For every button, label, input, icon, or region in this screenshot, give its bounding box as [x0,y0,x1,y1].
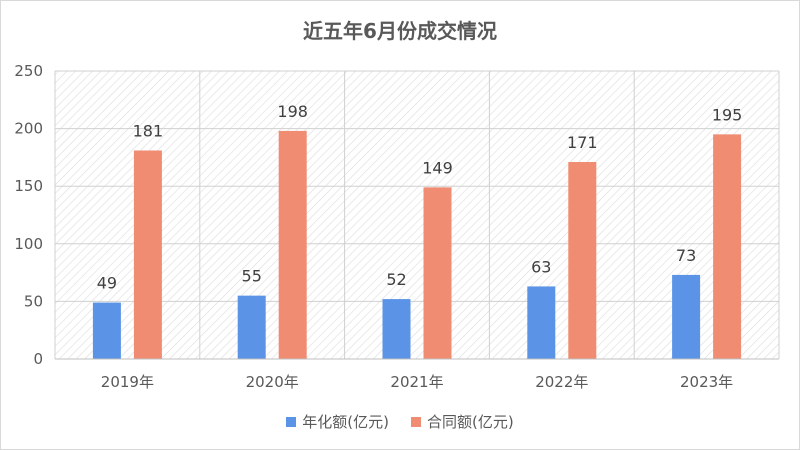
x-tick-label: 2020年 [246,373,299,391]
data-label: 171 [567,133,598,152]
y-tick-label: 250 [14,62,43,80]
legend-swatch-annualized [286,416,297,427]
x-tick-label: 2021年 [390,373,443,391]
y-tick-label: 200 [14,120,43,138]
chart-title: 近五年6月份成交情况 [303,19,497,43]
y-tick-label: 150 [14,177,43,195]
bar-contract [133,150,162,359]
bar-annualized [237,295,266,359]
legend-label-annualized: 年化额(亿元) [302,413,389,431]
data-label: 55 [242,267,262,286]
bar-contract [423,187,452,359]
data-label: 149 [422,158,453,177]
x-tick-label: 2023年 [680,373,733,391]
legend-label-contract: 合同额(亿元) [427,413,514,431]
x-tick-label: 2022年 [535,373,588,391]
bar-annualized [382,299,411,359]
x-tick-label: 2019年 [101,373,154,391]
data-label: 49 [97,274,117,293]
bar-contract [713,134,742,359]
data-label: 198 [277,102,308,121]
legend-swatch-contract [411,416,421,427]
data-label: 181 [133,121,164,140]
bar-contract [278,130,307,359]
data-label: 52 [386,270,406,289]
data-label: 195 [712,105,743,124]
y-tick-label: 0 [33,350,43,368]
y-tick-label: 100 [14,235,43,253]
plot-area [55,71,779,359]
legend-item-contract: 合同额(亿元) [411,411,514,432]
bar-annualized [672,274,701,359]
bar-annualized [92,302,121,359]
bar-annualized [527,286,556,359]
data-label: 63 [531,257,551,276]
data-label: 73 [676,246,696,265]
chart-legend: 年化额(亿元) 合同额(亿元) [1,411,799,432]
legend-item-annualized: 年化额(亿元) [286,411,389,432]
bar-contract [568,162,597,359]
y-tick-label: 50 [24,292,43,310]
